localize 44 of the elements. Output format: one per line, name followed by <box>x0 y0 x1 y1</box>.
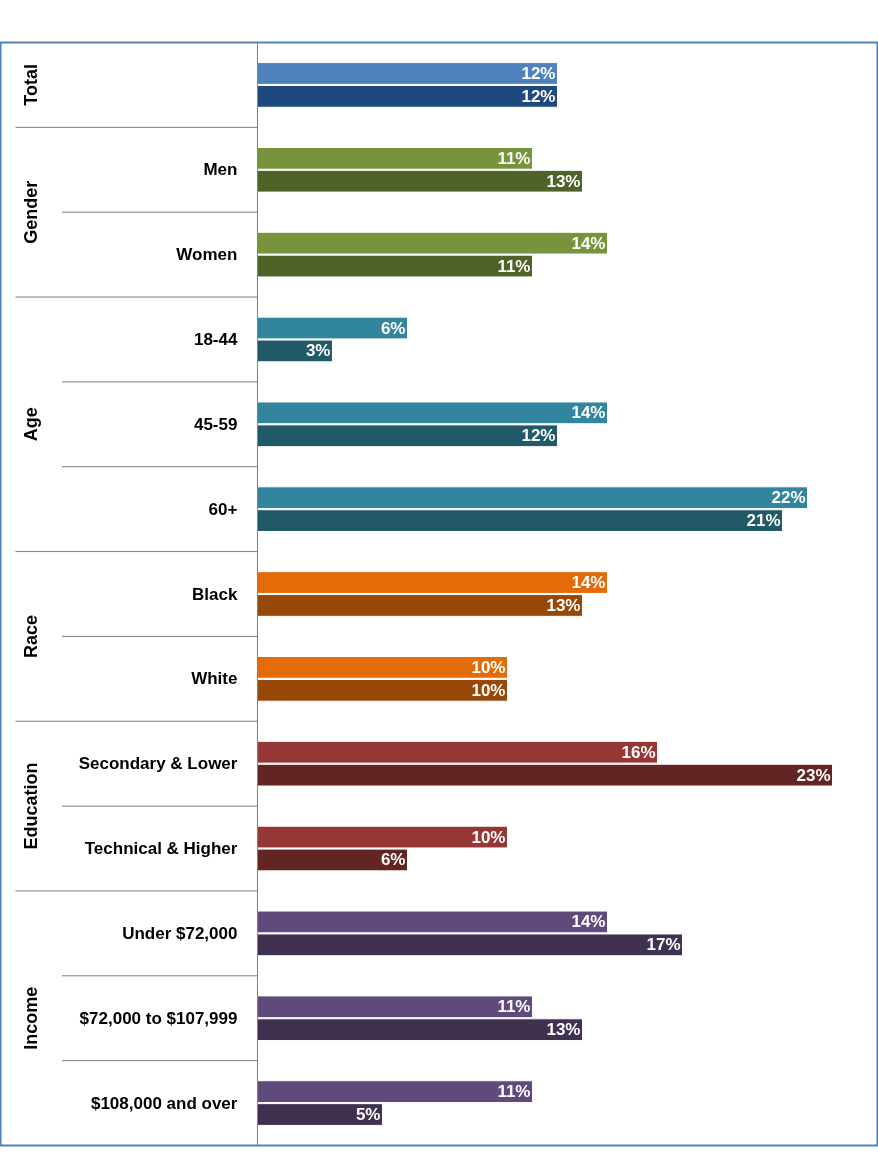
data-label: 12% <box>521 86 556 106</box>
data-label: 5% <box>355 1105 381 1125</box>
data-label: 14% <box>571 403 606 423</box>
data-label: 16% <box>621 742 656 762</box>
y-tick-label: 60+ <box>208 500 238 520</box>
y-tick-label: $108,000 and over <box>90 1093 238 1113</box>
data-label: 11% <box>497 256 531 276</box>
data-label: 12% <box>521 63 556 83</box>
data-label: 11% <box>497 997 531 1017</box>
data-label: 21% <box>746 511 781 531</box>
y-tick-label: Women <box>176 245 238 265</box>
data-label: 13% <box>546 595 581 615</box>
data-label: 17% <box>646 935 681 955</box>
text: Education <box>21 762 42 850</box>
data-label: 14% <box>571 233 606 253</box>
data-label: 12% <box>521 426 556 446</box>
y-tick-label: Secondary & Lower <box>78 754 238 774</box>
y-tick-label: $72,000 to $107,999 <box>79 1008 238 1028</box>
text: Race <box>21 614 42 658</box>
text: Gender <box>21 180 42 244</box>
y-tick-label: Black <box>192 584 238 604</box>
data-label: 6% <box>380 850 406 870</box>
y-tick-label: Under $72,000 <box>122 923 238 943</box>
y-tick-label: 45-59 <box>193 415 238 435</box>
text: Total <box>21 64 42 106</box>
text: Income <box>21 986 42 1050</box>
data-label: 10% <box>471 657 506 677</box>
text: Age <box>21 407 42 442</box>
data-label: 10% <box>471 827 506 847</box>
data-label: 3% <box>305 341 331 361</box>
data-label: 14% <box>571 573 606 593</box>
data-label: 13% <box>546 1020 581 1040</box>
y-tick-label: 18-44 <box>193 330 238 350</box>
y-tick-label: White <box>191 669 238 689</box>
data-label: 6% <box>380 318 406 338</box>
data-label: 11% <box>497 1082 531 1102</box>
data-label: 23% <box>796 765 831 785</box>
data-label: 13% <box>546 171 581 191</box>
y-tick-label: Men <box>203 160 238 180</box>
data-label: 14% <box>571 912 606 932</box>
data-label: 22% <box>771 488 806 508</box>
y-tick-label: Technical & Higher <box>84 839 238 859</box>
data-label: 11% <box>497 148 531 168</box>
data-label: 10% <box>471 680 506 700</box>
